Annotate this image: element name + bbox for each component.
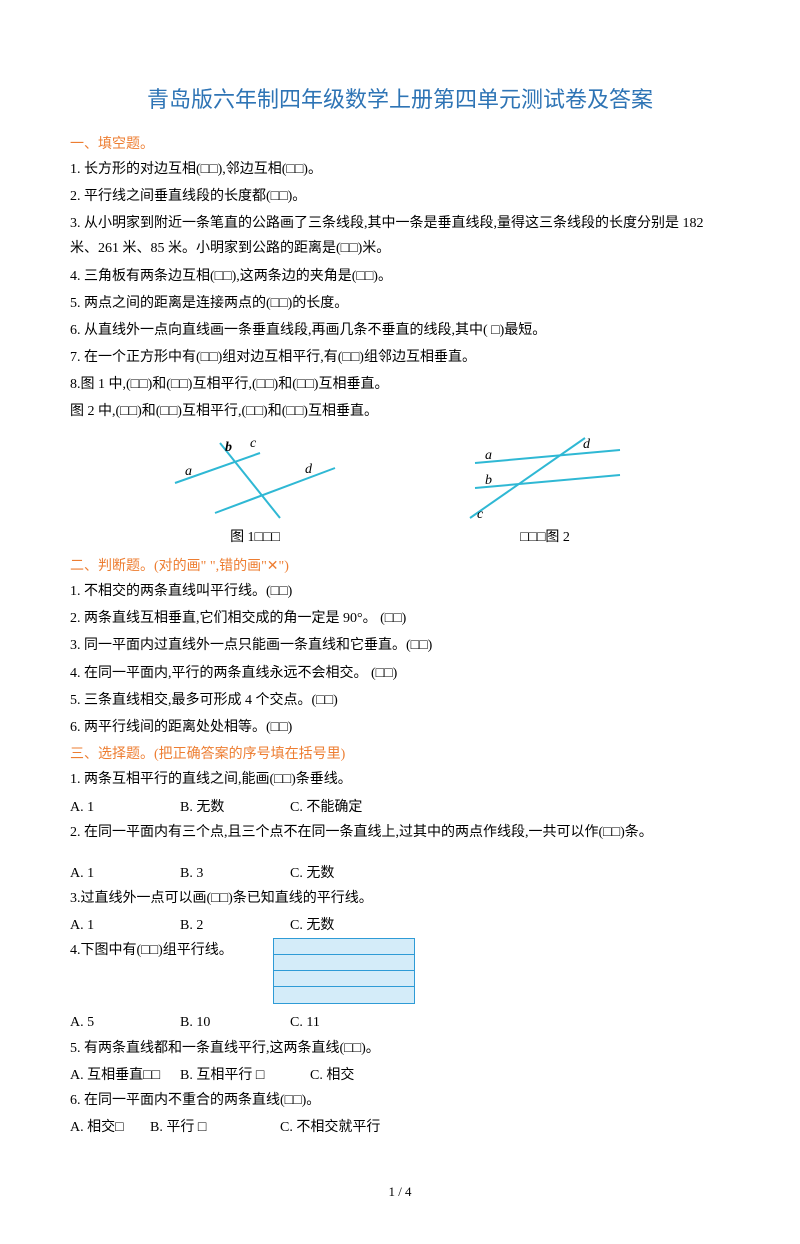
figure-2-caption: □□□图 2	[520, 525, 570, 550]
s3-q3-opt-c: C. 无数	[290, 913, 400, 938]
parallel-lines-diagram	[273, 938, 415, 1004]
s3-q3-opt-b: B. 2	[180, 913, 290, 938]
s2-q2: 2. 两条直线互相垂直,它们相交成的角一定是 90°。 (□□)	[70, 606, 730, 631]
section-2-header: 二、判断题。(对的画" ",错的画"✕")	[70, 554, 730, 579]
s1-q6: 6. 从直线外一点向直线画一条垂直线段,再画几条不垂直的线段,其中( □)最短。	[70, 318, 730, 343]
figure-1-caption: 图 1□□□	[230, 525, 280, 550]
s3-q3-options: A. 1 B. 2 C. 无数	[70, 913, 730, 938]
figure-2-svg: a b c d	[455, 433, 635, 523]
fig2-label-d: d	[583, 437, 591, 452]
s3-q2: 2. 在同一平面内有三个点,且三个点不在同一条直线上,过其中的两点作线段,一共可…	[70, 820, 730, 845]
s3-q5-opt-a: A. 互相垂直□□	[70, 1063, 180, 1088]
s3-q1-opt-c: C. 不能确定	[290, 795, 400, 820]
fig1-label-b: b	[225, 440, 232, 455]
s3-q6-opt-c: C. 不相交就平行	[280, 1115, 390, 1140]
s3-q6-opt-b: B. 平行 □	[150, 1115, 280, 1140]
s3-q1-options: A. 1 B. 无数 C. 不能确定	[70, 795, 730, 820]
s3-q4-row: 4.下图中有(□□)组平行线。	[70, 938, 730, 1004]
s3-q4-opt-a: A. 5	[70, 1010, 180, 1035]
figures-row: a b c d 图 1□□□ a b c d □□□图 2	[70, 433, 730, 550]
s3-q6-options: A. 相交□ B. 平行 □ C. 不相交就平行	[70, 1115, 730, 1140]
section-1-header: 一、填空题。	[70, 132, 730, 157]
s2-q1: 1. 不相交的两条直线叫平行线。(□□)	[70, 579, 730, 604]
s1-q5: 5. 两点之间的距离是连接两点的(□□)的长度。	[70, 291, 730, 316]
s1-q2: 2. 平行线之间垂直线段的长度都(□□)。	[70, 184, 730, 209]
s2-q3: 3. 同一平面内过直线外一点只能画一条直线和它垂直。(□□)	[70, 633, 730, 658]
page-title: 青岛版六年制四年级数学上册第四单元测试卷及答案	[70, 80, 730, 120]
s3-q4: 4.下图中有(□□)组平行线。	[70, 938, 233, 963]
s1-q8a: 8.图 1 中,(□□)和(□□)互相平行,(□□)和(□□)互相垂直。	[70, 372, 730, 397]
diagram-row	[274, 955, 414, 971]
diagram-row	[274, 971, 414, 987]
diagram-row	[274, 939, 414, 955]
s3-q4-options: A. 5 B. 10 C. 11	[70, 1010, 730, 1035]
s3-q2-opt-b: B. 3	[180, 861, 290, 886]
s3-q5-opt-c: C. 相交	[310, 1063, 420, 1088]
s1-q7: 7. 在一个正方形中有(□□)组对边互相平行,有(□□)组邻边互相垂直。	[70, 345, 730, 370]
s3-q1-opt-a: A. 1	[70, 795, 180, 820]
s3-q3: 3.过直线外一点可以画(□□)条已知直线的平行线。	[70, 886, 730, 911]
section-3-header: 三、选择题。(把正确答案的序号填在括号里)	[70, 742, 730, 767]
s1-q3: 3. 从小明家到附近一条笔直的公路画了三条线段,其中一条是垂直线段,量得这三条线…	[70, 211, 730, 261]
s3-q4-opt-b: B. 10	[180, 1010, 290, 1035]
fig1-label-d: d	[305, 462, 313, 477]
fig1-label-a: a	[185, 464, 192, 479]
s3-q5-options: A. 互相垂直□□ B. 互相平行 □ C. 相交	[70, 1063, 730, 1088]
s3-q1: 1. 两条互相平行的直线之间,能画(□□)条垂线。	[70, 767, 730, 792]
fig2-label-a: a	[485, 448, 492, 463]
s2-q4: 4. 在同一平面内,平行的两条直线永远不会相交。 (□□)	[70, 661, 730, 686]
s2-q5: 5. 三条直线相交,最多可形成 4 个交点。(□□)	[70, 688, 730, 713]
s3-q6-opt-a: A. 相交□	[70, 1115, 150, 1140]
fig2-label-c: c	[477, 507, 484, 522]
figure-2-block: a b c d □□□图 2	[455, 433, 635, 550]
s3-q5-opt-b: B. 互相平行 □	[180, 1063, 310, 1088]
s3-q2-opt-c: C. 无数	[290, 861, 400, 886]
s3-q2-options: A. 1 B. 3 C. 无数	[70, 861, 730, 886]
figure-1-svg: a b c d	[165, 433, 345, 523]
s1-q4: 4. 三角板有两条边互相(□□),这两条边的夹角是(□□)。	[70, 264, 730, 289]
s3-q1-opt-b: B. 无数	[180, 795, 290, 820]
fig1-label-c: c	[250, 436, 257, 451]
s1-q8b: 图 2 中,(□□)和(□□)互相平行,(□□)和(□□)互相垂直。	[70, 399, 730, 424]
diagram-row	[274, 987, 414, 1003]
page-footer: 1 / 4	[70, 1180, 730, 1203]
s3-q5: 5. 有两条直线都和一条直线平行,这两条直线(□□)。	[70, 1036, 730, 1061]
fig2-label-b: b	[485, 473, 492, 488]
s2-q6: 6. 两平行线间的距离处处相等。(□□)	[70, 715, 730, 740]
s3-q6: 6. 在同一平面内不重合的两条直线(□□)。	[70, 1088, 730, 1113]
figure-1-block: a b c d 图 1□□□	[165, 433, 345, 550]
s1-q1: 1. 长方形的对边互相(□□),邻边互相(□□)。	[70, 157, 730, 182]
s3-q4-opt-c: C. 11	[290, 1010, 400, 1035]
s3-q2-opt-a: A. 1	[70, 861, 180, 886]
s3-q3-opt-a: A. 1	[70, 913, 180, 938]
